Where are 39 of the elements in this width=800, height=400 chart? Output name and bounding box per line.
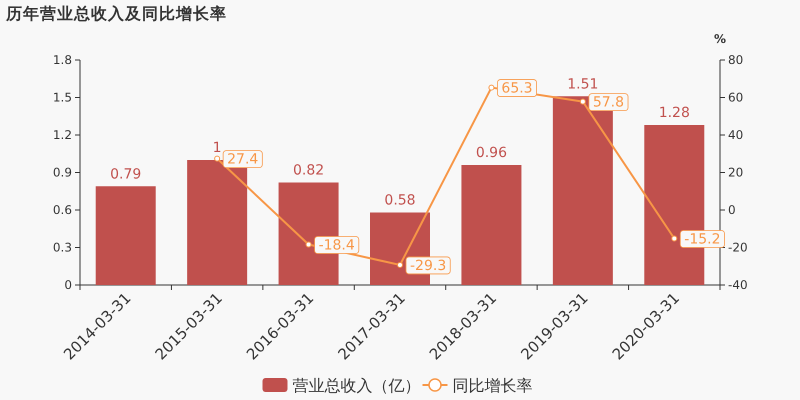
y2-tick-label: 20	[728, 166, 744, 180]
legend-label: 同比增长率	[452, 376, 532, 395]
data-label: 0.79	[110, 166, 142, 182]
y-tick-label: 1.5	[52, 90, 72, 104]
data-label: -15.2	[684, 232, 721, 248]
y2-tick-label: 40	[728, 128, 744, 142]
y-tick-label: 1.2	[52, 128, 72, 142]
legend-label: 营业总收入（亿）	[292, 376, 420, 395]
y-tick-label: 1.8	[52, 53, 72, 67]
y2-tick-label: 0	[728, 203, 736, 217]
point	[397, 262, 403, 268]
y-tick-label: 0	[64, 278, 72, 292]
data-label: 27.4	[227, 152, 258, 168]
data-label: -18.4	[318, 238, 355, 254]
bar	[461, 165, 522, 285]
data-label: 0.96	[476, 145, 508, 161]
bar	[96, 186, 156, 285]
data-label: 1	[212, 140, 222, 156]
point	[671, 236, 678, 242]
point	[580, 98, 586, 105]
y-tick-label: 0.3	[52, 240, 72, 254]
point	[306, 242, 312, 248]
y2-tick-label: -40	[728, 278, 748, 292]
y2-tick-label: 80	[728, 53, 744, 67]
data-label: 1.28	[658, 105, 690, 121]
y2-tick-label: 60	[728, 90, 744, 104]
data-label: 0.58	[384, 192, 416, 208]
point	[214, 156, 220, 162]
y-tick-label: 0.6	[52, 203, 72, 217]
y-tick-label: 0.9	[52, 166, 72, 180]
data-label: 0.82	[292, 162, 324, 178]
chart-title: 历年营业总收入及同比增长率	[5, 4, 227, 23]
data-label: 57.8	[592, 94, 624, 111]
point	[488, 84, 494, 91]
data-label: 65.3	[501, 80, 533, 97]
y2-axis-title: %	[714, 32, 726, 46]
data-label: 1.51	[567, 76, 598, 92]
data-label: -29.3	[410, 258, 446, 274]
y2-tick-label: -20	[728, 240, 748, 254]
